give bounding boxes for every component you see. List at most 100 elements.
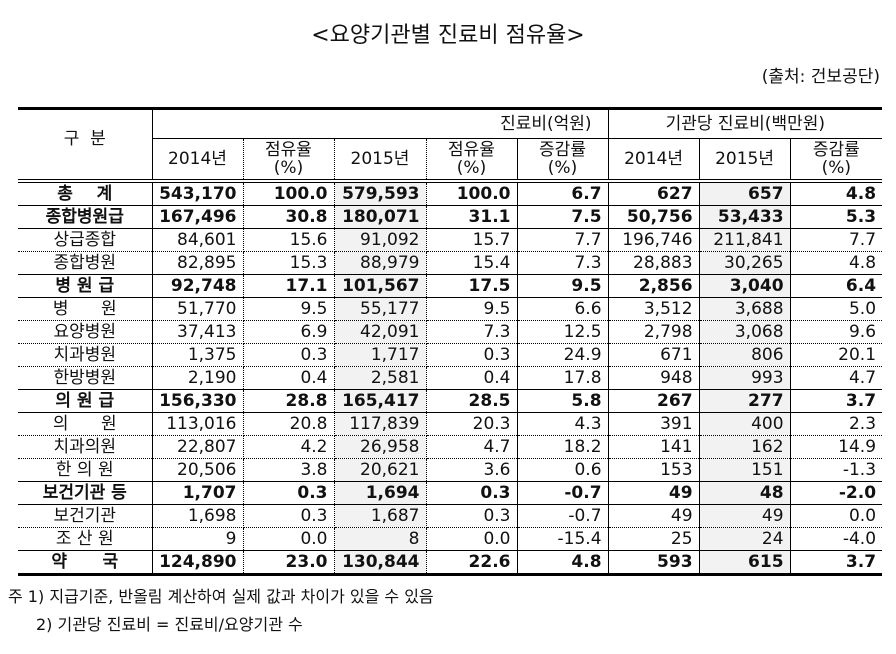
row-label: 보건기관: [18, 504, 153, 528]
table-cell: 543,170: [152, 180, 244, 206]
row-label: 한방병원: [18, 366, 153, 390]
table-cell: 37,413: [152, 320, 244, 344]
table-cell: 100.0: [426, 180, 518, 206]
table-cell: 400: [699, 412, 791, 436]
table-cell: 4.2: [243, 435, 335, 459]
table-cell: 101,567: [334, 274, 427, 298]
table-cell: 15.4: [426, 251, 518, 275]
table-cell: 671: [608, 343, 700, 367]
table-cell: 4.8: [790, 180, 883, 206]
table-cell: 7.3: [426, 320, 518, 344]
table-cell: 3.8: [243, 458, 335, 482]
table-cell: 5.3: [790, 205, 883, 229]
table-cell: 53,433: [699, 205, 791, 229]
table-cell: 42,091: [334, 320, 427, 344]
share-table: 구 분 진료비(억원) 기관당 진료비(백만원) 2014년 점유율 (%) 201…: [18, 107, 883, 576]
table-cell: 22,807: [152, 435, 244, 459]
table-cell: 153: [608, 458, 700, 482]
table-cell: 0.3: [426, 481, 518, 505]
table-cell: 17.8: [517, 366, 609, 390]
table-cell: 25: [608, 527, 700, 551]
table-cell: 55,177: [334, 297, 427, 321]
table-row: 의 원 113,016 20.8 117,839 20.3 4.3 391 400 2.3: [18, 412, 883, 436]
table-row: 총 계 543,170 100.0 579,593 100.0 6.7 627 657 4.8: [18, 180, 883, 206]
table-cell: 196,746: [608, 228, 700, 252]
table-cell: 130,844: [334, 550, 427, 575]
table-cell: 49: [608, 481, 700, 505]
table-cell: 20.3: [426, 412, 518, 436]
table-cell: 8: [334, 527, 427, 551]
table-cell: 17.5: [426, 274, 518, 298]
column-header: 2014년: [152, 138, 244, 183]
table-cell: 82,895: [152, 251, 244, 275]
table-cell: 4.8: [790, 251, 883, 275]
table-row: 병 원 51,770 9.5 55,177 9.5 6.6 3,512 3,688 5.0: [18, 297, 883, 321]
table-cell: 4.7: [426, 435, 518, 459]
table-cell: 1,717: [334, 343, 427, 367]
table-cell: 100.0: [243, 180, 335, 206]
table-cell: 6.4: [790, 274, 883, 298]
table-cell: 18.2: [517, 435, 609, 459]
row-label: 한 의 원: [18, 458, 153, 482]
table-row: 의 원 급 156,330 28.8 165,417 28.5 5.8 267 277 3.7: [18, 389, 883, 413]
row-label: 병 원 급: [18, 274, 153, 298]
table-cell: 167,496: [152, 205, 244, 229]
table-cell: 0.3: [426, 343, 518, 367]
table-cell: 4.8: [517, 550, 609, 575]
content: 구 분 진료비(억원) 기관당 진료비(백만원) 2014년 점유율 (%) 201…: [8, 107, 883, 636]
table-cell: 15.3: [243, 251, 335, 275]
row-label: 총 계: [18, 180, 153, 206]
table-cell: 49: [608, 504, 700, 528]
table-cell: 0.4: [243, 366, 335, 390]
table-cell: 2,856: [608, 274, 700, 298]
table-cell: 113,016: [152, 412, 244, 436]
table-cell: 615: [699, 550, 791, 575]
table-cell: 28.8: [243, 389, 335, 413]
table-cell: 49: [699, 504, 791, 528]
table-cell: 151: [699, 458, 791, 482]
table-cell: 0.0: [790, 504, 883, 528]
table-cell: 24.9: [517, 343, 609, 367]
table-cell: 117,839: [334, 412, 427, 436]
table-row: 치과병원 1,375 0.3 1,717 0.3 24.9 671 806 20.1: [18, 343, 883, 367]
source-note: (출처: 건보공단): [761, 67, 880, 87]
table-cell: 165,417: [334, 389, 427, 413]
table-cell: 12.5: [517, 320, 609, 344]
row-label: 종합병원: [18, 251, 153, 275]
table-cell: 50,756: [608, 205, 700, 229]
table-row: 보건기관 1,698 0.3 1,687 0.3 -0.7 49 49 0.0: [18, 504, 883, 528]
table-cell: 20.8: [243, 412, 335, 436]
table-cell: 20.1: [790, 343, 883, 367]
table-cell: 0.3: [243, 481, 335, 505]
table-row: 약 국 124,890 23.0 130,844 22.6 4.8 593 615 3.7: [18, 550, 883, 575]
table-cell: 9.6: [790, 320, 883, 344]
table-cell: 162: [699, 435, 791, 459]
table-cell: 5.0: [790, 297, 883, 321]
table-cell: 2.3: [790, 412, 883, 436]
table-row: 병 원 급 92,748 17.1 101,567 17.5 9.5 2,856 3,040 6…: [18, 274, 883, 298]
table-cell: 993: [699, 366, 791, 390]
table-cell: 15.6: [243, 228, 335, 252]
footnote-1: 주 1) 지급기준, 반올림 계산하여 실제 값과 차이가 있을 수 있음: [8, 587, 434, 606]
table-cell: 593: [608, 550, 700, 575]
column-header: 증감률 (%): [790, 138, 883, 183]
row-label: 병 원: [18, 297, 153, 321]
table-cell: 7.3: [517, 251, 609, 275]
table-cell: 1,694: [334, 481, 427, 505]
table-cell: 9.5: [517, 274, 609, 298]
row-label: 보건기관 등: [18, 481, 153, 505]
table-cell: 24: [699, 527, 791, 551]
table-cell: 3,512: [608, 297, 700, 321]
table-cell: 277: [699, 389, 791, 413]
table-cell: 1,375: [152, 343, 244, 367]
row-label: 상급종합: [18, 228, 153, 252]
table-cell: 627: [608, 180, 700, 206]
table-cell: 30.8: [243, 205, 335, 229]
table-cell: 3.7: [790, 389, 883, 413]
table-cell: 1,687: [334, 504, 427, 528]
table-cell: 30,265: [699, 251, 791, 275]
table-cell: 2,581: [334, 366, 427, 390]
footnote-2: 2) 기관당 진료비 = 진료비/요양기관 수: [36, 615, 303, 634]
table-cell: 3.7: [790, 550, 883, 575]
table-cell: 22.6: [426, 550, 518, 575]
